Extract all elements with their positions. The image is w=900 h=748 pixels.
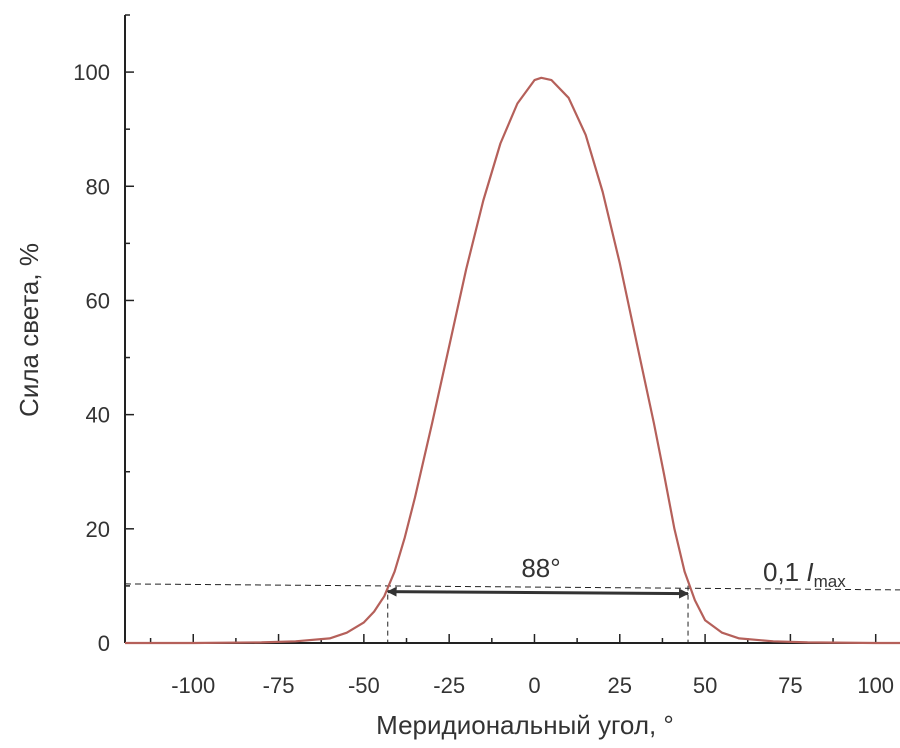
intensity-curve	[125, 76, 900, 645]
threshold-label-italic: I	[806, 557, 813, 587]
x-axis-title: Меридиональный угол, °	[376, 710, 674, 740]
y-axis-title: Сила света, %	[14, 243, 44, 417]
x-tick-label: -25	[433, 673, 465, 698]
y-tick-label: 20	[86, 517, 110, 542]
x-tick-label: -50	[348, 673, 380, 698]
threshold-label-subscript: max	[814, 572, 847, 591]
x-tick-label: 0	[528, 673, 540, 698]
y-tick-label: 80	[86, 174, 110, 199]
x-tick-label: 50	[693, 673, 717, 698]
y-tick-label: 0	[98, 631, 110, 656]
x-tick-label: -100	[171, 673, 215, 698]
y-tick-label: 40	[86, 403, 110, 428]
x-tick-label: 100	[857, 673, 894, 698]
x-tick-label: -75	[263, 673, 295, 698]
width-arrow	[386, 586, 690, 599]
threshold-label: 0,1 Imax	[763, 557, 846, 591]
x-tick-label: 25	[608, 673, 632, 698]
width-label: 88°	[521, 553, 560, 583]
threshold-label-main: 0,1	[763, 557, 806, 587]
y-tick-label: 60	[86, 288, 110, 313]
x-tick-label: 75	[778, 673, 802, 698]
y-tick-label: 100	[73, 60, 110, 85]
